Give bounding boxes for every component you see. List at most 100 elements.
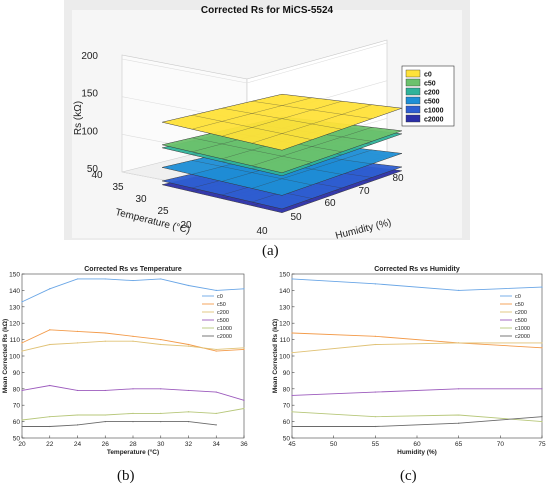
data-point-c500 [291,394,293,396]
data-point-c50 [160,339,162,341]
data-point-c1000 [49,416,51,418]
data-point-c2000 [374,425,376,428]
y-tick-label: 110 [10,337,21,344]
data-point-c2000 [215,424,217,426]
data-point-c2000 [49,425,51,428]
data-point-c1000 [187,411,190,413]
data-point-c1000 [21,419,23,421]
data-point-c0 [291,278,293,280]
caption-c: (c) [400,468,417,484]
surface-mesh-line [251,101,373,119]
y-tick-label: 50 [13,436,21,443]
x-tick-label: 20 [18,441,26,448]
data-point-c200 [160,343,162,346]
x-tick-label: 24 [74,441,82,448]
series-line-c50 [291,332,543,349]
data-point-c1000 [132,412,134,414]
series-line-c0 [291,278,543,291]
legend-label-c50: c50 [515,302,524,308]
surface-mesh-line [251,149,373,189]
data-point-c1000 [541,421,543,423]
plot-area [21,273,245,439]
data-point-c1000 [458,414,460,416]
data-point-c2000 [76,424,79,426]
data-point-c0 [187,284,190,287]
data-point-c500 [374,391,376,393]
legend-label-c500: c500 [424,99,440,106]
x-tick-label: 22 [46,441,54,448]
data-point-c50 [541,347,543,349]
data-point-c0 [374,283,376,285]
temperature-tick-label: 30 [135,194,147,205]
legend-label-c200: c200 [515,310,527,316]
data-point-c2000 [291,425,293,428]
legend: c0 c50 c200 c500 c1000 c2000 [401,65,455,127]
data-point-c500 [160,388,162,390]
series-line-c500 [291,388,542,396]
data-point-c500 [243,399,245,401]
legend: c0 c50 c200 c500 c1000 c2000 [500,294,530,340]
z-axis-label: Rs (kΩ) [73,101,84,135]
humidity-tick-label: 80 [392,173,404,184]
x-tick-label: 75 [538,441,546,448]
x-tick-label: 65 [455,441,463,448]
y-tick-label: 110 [280,337,291,344]
data-point-c0 [160,278,162,280]
series-line-c200 [291,342,542,354]
y-tick-label: 70 [13,403,21,410]
surface-mesh-line [251,127,373,166]
x-tick-label: 70 [497,441,505,448]
data-point-c0 [458,289,460,291]
data-point-c1000 [215,412,217,414]
data-point-c2000 [132,421,134,423]
data-point-c0 [104,278,106,280]
y-tick-label: 70 [283,403,291,410]
x-tick-label: 28 [129,441,137,448]
data-point-c0 [243,288,245,290]
data-point-c50 [215,350,217,352]
humidity-tick-label: 60 [324,198,336,209]
caption-a: (a) [262,243,279,259]
legend-swatch-c1000 [405,105,421,114]
y-tick-label: 90 [283,370,291,377]
data-point-c200 [49,343,51,346]
data-point-c200 [374,343,376,346]
data-point-c1000 [243,407,245,410]
z-tick-label: 200 [81,51,98,62]
legend-label-c2000: c2000 [515,334,530,340]
y-tick-label: 80 [13,386,21,393]
series-line-c2000 [22,421,217,427]
legend-label-c0: c0 [515,294,521,300]
surface-chart: Corrected Rs for MiCS-5524 50 100 150 200 Rs … [64,0,470,240]
data-point-c1000 [291,411,293,413]
data-point-c0 [132,279,134,282]
data-point-c50 [49,329,51,331]
x-tick-label: 32 [185,441,193,448]
x-tick-label: 45 [288,441,296,448]
data-point-c500 [76,389,79,392]
y-tick-label: 120 [279,321,290,328]
y-tick-label: 60 [13,419,21,426]
legend-swatch-c200 [405,87,421,96]
humidity-tick-label: 50 [290,212,302,223]
legend-label-c1000: c1000 [424,108,444,115]
humidity-tick-label: 40 [256,226,268,237]
surface-mesh-line [251,104,373,144]
grid-line [121,58,248,84]
legend: c0 c50 c200 c500 c1000 c2000 [202,294,232,340]
legend-swatch-c0 [405,69,421,78]
data-point-c2000 [104,421,106,423]
data-point-c50 [374,335,376,337]
legend-label-c200: c200 [424,90,440,97]
data-point-c200 [187,345,190,347]
data-point-c50 [132,335,134,337]
legend-label-c200: c200 [217,310,229,316]
data-point-c200 [541,342,543,344]
data-point-c200 [215,348,217,351]
y-tick-label: 150 [279,272,290,279]
y-tick-label: 60 [283,419,291,426]
legend-label-c500: c500 [217,318,229,324]
x-tick-label: 50 [330,441,338,448]
legend-label-c0: c0 [217,294,223,300]
x-tick-label: 34 [213,441,221,448]
